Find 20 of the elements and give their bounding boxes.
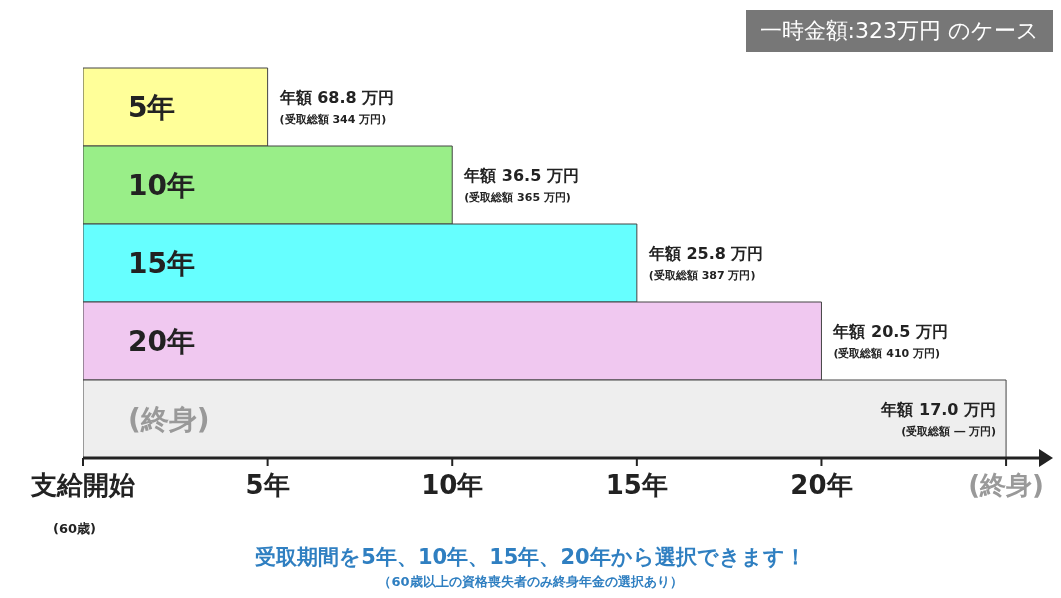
data-label: 年額 17.0 万円 (受取総額 ― 万円): [880, 400, 997, 438]
x-tick-label: 支給開始: [30, 470, 135, 500]
text: （60歳以上の資格喪失者のみ終身年金の選択あり）: [377, 573, 684, 591]
data-label: 年額 20.5 万円 (受取総額 410 万円): [832, 322, 949, 360]
x-tick-label: 20年: [790, 470, 853, 500]
text: 一時金額:323万円 のケース: [745, 10, 1053, 52]
data-label: 年額 36.5 万円 (受取総額 365 万円): [463, 166, 579, 204]
data-label: 年額 25.8 万円 (受取総額 387 万円): [647, 244, 764, 282]
y-tick-label: 10年: [128, 169, 195, 202]
x-tick-label: 5年: [245, 470, 290, 500]
y-tick-label: 15年: [128, 247, 195, 280]
x-tick-label: 10年: [421, 470, 484, 500]
text: 受取期間を5年、10年、15年、20年から選択できます！: [254, 544, 807, 571]
y-tick-label: 20年: [128, 325, 195, 358]
text: (60歳): [53, 520, 96, 538]
data-label: 年額 68.8 万円 (受取総額 344 万円): [278, 88, 395, 126]
x-tick-label: (終身): [968, 470, 1044, 500]
y-tick-label: 5年: [128, 91, 176, 124]
y-tick-label: (終身): [128, 403, 210, 436]
x-tick-label: 15年: [605, 470, 668, 500]
